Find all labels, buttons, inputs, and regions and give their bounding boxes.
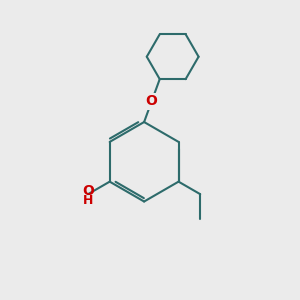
Text: O: O — [146, 94, 158, 108]
Text: H: H — [83, 194, 93, 207]
Text: O: O — [82, 184, 94, 198]
